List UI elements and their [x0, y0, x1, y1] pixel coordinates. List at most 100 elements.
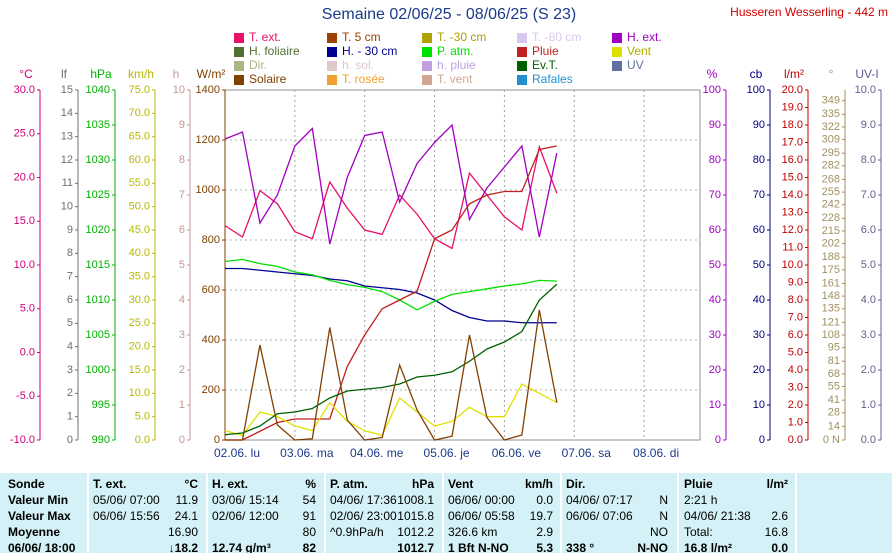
y-tick-label: 55: [828, 380, 840, 392]
legend-label: T. -30 cm: [437, 30, 486, 44]
y-tick-label: 0: [759, 434, 765, 446]
table-cell: 5.3: [536, 541, 553, 553]
legend-swatch: [327, 75, 337, 85]
y-tick-label: 200: [202, 384, 220, 396]
y-tick-label: 255: [822, 186, 840, 198]
y-tick-label: 215: [822, 225, 840, 237]
y-tick-label: 20: [753, 364, 765, 376]
y-tick-label: 60.0: [129, 154, 150, 166]
table-cell: 02/06/ 12:00: [212, 509, 279, 523]
table-cell: 82: [303, 541, 317, 553]
y-tick-label: 7: [67, 271, 73, 283]
legend-swatch: [612, 47, 622, 57]
table-cell: l/m²: [767, 477, 788, 491]
y-tick-label: 4: [179, 294, 185, 306]
table-cell: 06/06/ 07:06: [566, 509, 633, 523]
legend-swatch: [234, 61, 244, 71]
y-tick-label: 7.0: [861, 189, 876, 201]
y-tick-label: 282: [822, 160, 840, 172]
y-tick-label: 0: [715, 434, 721, 446]
y-tick-label: 11: [62, 177, 73, 189]
y-tick-label: 90: [753, 119, 765, 131]
y-tick-label: 0.0: [861, 434, 876, 446]
table-cell: N: [659, 509, 668, 523]
y-tick-label: 2: [67, 387, 73, 399]
y-tick-label: 0: [179, 434, 185, 446]
y-tick-label: 15: [61, 84, 73, 96]
y-tick-label: 15.0: [782, 171, 803, 183]
y-tick-label: 4.0: [861, 294, 876, 306]
y-tick-label: 3: [67, 364, 73, 376]
table-cell: Dir.: [566, 477, 585, 491]
y-tick-label: 6: [179, 224, 185, 236]
table-cell: N: [659, 493, 668, 507]
table-cell: 80: [303, 525, 317, 539]
y-tick-label: 309: [822, 133, 840, 145]
y-tick-label: 80: [753, 154, 765, 166]
y-tick-label: 1400: [196, 84, 220, 96]
legend-label: T. 5 cm: [342, 30, 381, 44]
y-tick-label: 6.0: [788, 329, 803, 341]
y-tick-label: 10: [753, 399, 765, 411]
y-tick-label: 1020: [86, 224, 110, 236]
axis-label: %: [707, 67, 718, 81]
table-cell: 06/06/ 18:00: [8, 541, 76, 553]
y-tick-label: 20.0: [129, 341, 150, 353]
y-tick-label: 10: [173, 84, 185, 96]
y-tick-label: 30.0: [129, 294, 150, 306]
y-tick-label: 14: [61, 107, 73, 119]
y-tick-label: 0.0: [135, 434, 150, 446]
y-tick-label: 6.0: [861, 224, 876, 236]
y-tick-label: 19.0: [782, 101, 803, 113]
y-tick-label: 148: [822, 290, 840, 302]
table-cell: km/h: [525, 477, 553, 491]
y-tick-label: 50: [709, 259, 721, 271]
x-tick-label: 02.06. lu: [214, 446, 260, 460]
legend-swatch: [517, 33, 527, 43]
y-tick-label: 15.0: [129, 364, 150, 376]
y-tick-label: 80: [709, 154, 721, 166]
table-cell: Vent: [448, 477, 473, 491]
y-tick-label: 3: [179, 329, 185, 341]
y-tick-label: 108: [822, 329, 840, 341]
table-cell: P. atm.: [330, 477, 368, 491]
legend-label: H. - 30 cm: [342, 44, 397, 58]
y-tick-label: 35.0: [129, 271, 150, 283]
table-cell: 54: [303, 493, 317, 507]
axis-label: cb: [750, 67, 763, 81]
y-tick-label: 70: [709, 189, 721, 201]
y-tick-label: 70: [753, 189, 765, 201]
table-cell: %: [305, 477, 316, 491]
chart-title: Semaine 02/06/25 - 08/06/25 (S 23): [322, 6, 576, 23]
y-tick-label: 20.0: [782, 84, 803, 96]
y-tick-label: 10.0: [129, 387, 150, 399]
y-tick-label: 95: [828, 342, 840, 354]
y-tick-label: 295: [822, 147, 840, 159]
y-tick-label: 5: [179, 259, 185, 271]
y-tick-label: 322: [822, 121, 840, 133]
table-cell: 04/06/ 17:36: [330, 493, 397, 507]
legend-label: T. ext.: [249, 30, 281, 44]
y-tick-label: 41: [828, 394, 840, 406]
table-cell: Valeur Max: [8, 509, 71, 523]
y-tick-label: 1: [179, 399, 185, 411]
y-tick-label: 40: [753, 294, 765, 306]
legend-label: T. rosée: [342, 72, 385, 86]
y-tick-label: 3.0: [788, 381, 803, 393]
table-cell: 04/06/ 21:38: [684, 509, 751, 523]
x-tick-label: 03.06. ma: [280, 446, 334, 460]
y-tick-label: 30: [753, 329, 765, 341]
axis-label: °: [829, 67, 834, 81]
y-tick-label: 1.0: [861, 399, 876, 411]
y-tick-label: 5.0: [20, 303, 35, 315]
y-tick-label: 9.0: [788, 276, 803, 288]
y-tick-label: 81: [828, 355, 840, 367]
table-cell: N-NO: [637, 541, 668, 553]
table-cell: 16.8: [765, 525, 789, 539]
table-cell: 1015.8: [397, 509, 434, 523]
y-tick-label: 28: [828, 407, 840, 419]
legend-label: h. sol.: [342, 58, 374, 72]
table-cell: ^0.9hPa/h: [330, 525, 384, 539]
